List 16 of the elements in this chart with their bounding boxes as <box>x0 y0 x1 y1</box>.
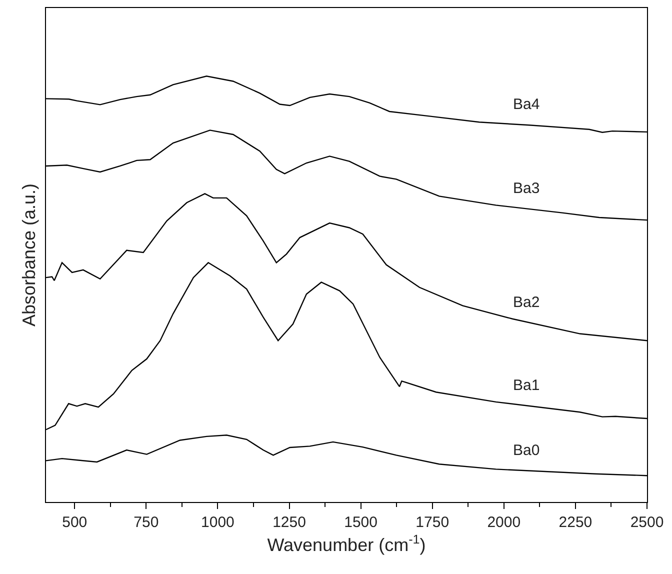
x-tick-label: 2000 <box>487 514 521 532</box>
series-label: Ba2 <box>513 294 540 311</box>
series-label: Ba4 <box>513 96 540 113</box>
series-label: Ba0 <box>513 442 540 459</box>
x-tick-label: 500 <box>62 514 88 532</box>
x-tick-label: 1500 <box>344 514 378 532</box>
x-tick-label: 1250 <box>272 514 306 532</box>
x-axis-title: Wavenumber (cm$^{-1}$) <box>267 532 426 556</box>
x-tick-label: 2500 <box>630 514 664 532</box>
series-label: Ba1 <box>513 377 540 394</box>
y-axis-title: Absorbance (a.u.) <box>19 183 40 327</box>
x-tick-label: 1750 <box>416 514 450 532</box>
x-tick-label: 750 <box>134 514 159 532</box>
x-tick-label: 1000 <box>201 514 234 532</box>
x-tick-label: 2250 <box>558 514 592 532</box>
series-label: Ba3 <box>513 180 540 197</box>
